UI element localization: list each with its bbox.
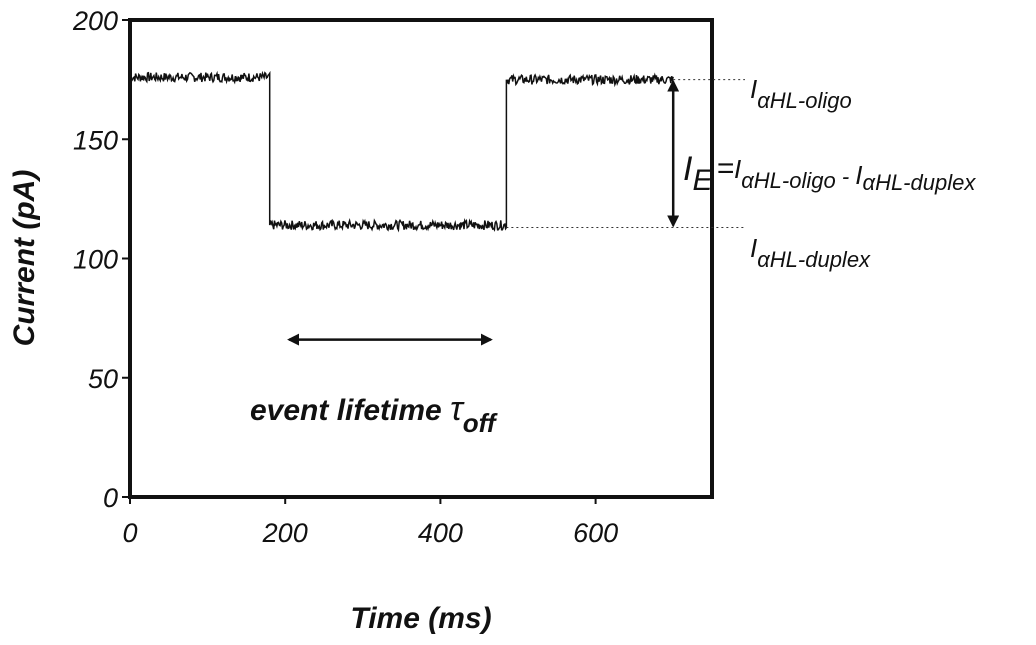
x-tick-label: 400 [418,518,463,548]
y-axis-title: Current (pA) [8,170,41,347]
y-tick-label: 150 [73,125,118,155]
x-tick-label: 600 [573,518,618,548]
duplex-level-label: IαHL-duplex [750,233,871,272]
event-lifetime-label: event lifetime τoff [250,390,498,438]
ie-equation-label: IE =IαHL-oligo - IαHL-duplex [683,150,976,197]
current-trace-line [129,70,674,233]
x-tick-label: 0 [122,518,137,548]
y-tick-label: 0 [103,483,118,513]
y-tick-label: 200 [72,6,118,36]
x-tick-label: 200 [262,518,308,548]
y-tick-label: 100 [73,245,118,275]
y-tick-label: 50 [88,364,118,394]
x-axis-title: Time (ms) [350,602,491,635]
oligo-level-label: IαHL-oligo [750,74,852,113]
